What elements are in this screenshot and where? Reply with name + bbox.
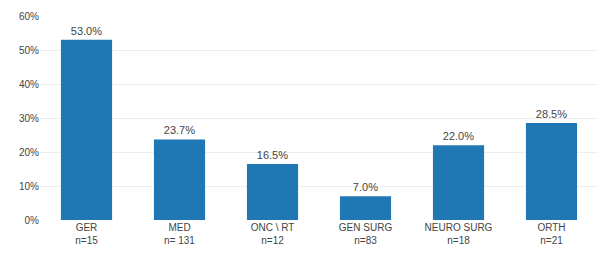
svg-text:MEDn= 131: MEDn= 131	[164, 222, 195, 246]
svg-text:30%: 30%	[19, 113, 39, 124]
svg-text:0%: 0%	[25, 215, 40, 226]
svg-text:22.0%: 22.0%	[443, 130, 474, 142]
svg-text:7.0%: 7.0%	[353, 181, 378, 193]
svg-text:10%: 10%	[19, 181, 39, 192]
svg-text:16.5%: 16.5%	[257, 149, 288, 161]
svg-text:20%: 20%	[19, 147, 39, 158]
svg-text:ONC \ RTn=12: ONC \ RTn=12	[251, 222, 295, 246]
svg-text:NEURO SURGn=18: NEURO SURGn=18	[425, 222, 493, 246]
svg-text:ORTHn=21: ORTHn=21	[537, 222, 565, 246]
svg-text:50%: 50%	[19, 45, 39, 56]
svg-text:28.5%: 28.5%	[536, 108, 567, 120]
svg-text:60%: 60%	[19, 11, 39, 22]
svg-text:GERn=15: GERn=15	[75, 222, 98, 246]
svg-text:53.0%: 53.0%	[71, 25, 102, 37]
svg-text:40%: 40%	[19, 79, 39, 90]
svg-text:GEN SURGn=83: GEN SURGn=83	[339, 222, 393, 246]
svg-text:23.7%: 23.7%	[164, 124, 195, 136]
